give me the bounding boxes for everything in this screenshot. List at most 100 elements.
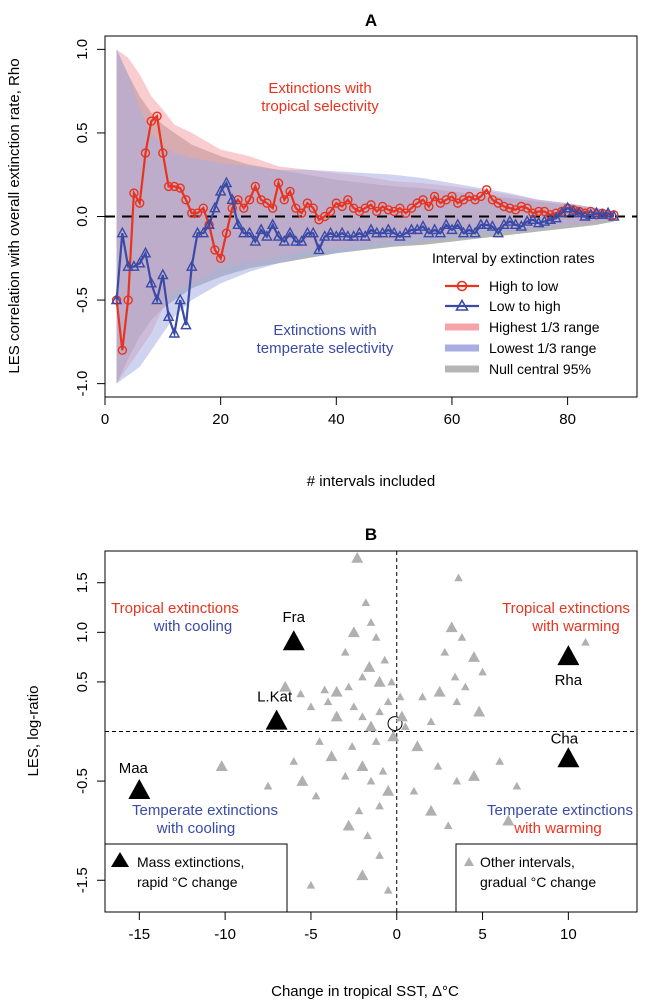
other-interval-point: [356, 760, 369, 772]
origin-marker: [387, 716, 403, 732]
data-point: [110, 293, 123, 305]
other-interval-point: [409, 786, 419, 795]
other-interval-point: [433, 761, 443, 770]
other-interval-point: [215, 760, 228, 772]
data-point: [567, 205, 580, 216]
data-point: [406, 203, 417, 213]
data-point: [308, 203, 318, 213]
data-point: [267, 203, 278, 213]
data-point: [221, 228, 232, 238]
y-tick-label: 1.5: [74, 572, 91, 593]
data-point: [158, 148, 168, 158]
panel-b-mass-points: Fra L.Kat Maa Rha Cha: [119, 609, 583, 800]
data-point: [383, 205, 394, 215]
other-interval-point: [325, 750, 338, 762]
data-point: [400, 208, 411, 218]
other-interval-point: [512, 781, 522, 790]
data-point: [239, 203, 249, 213]
data-point: [278, 235, 291, 246]
data-point: [515, 220, 528, 231]
legend-other-line-1: Other intervals,: [480, 854, 575, 870]
other-interval-point: [340, 771, 350, 780]
other-interval-point: [344, 682, 353, 691]
other-interval-point: [306, 880, 316, 889]
data-point: [382, 223, 395, 235]
data-point: [157, 268, 169, 280]
y-tick-label: 1.0: [74, 622, 91, 643]
legend-label: Null central 95%: [489, 361, 591, 377]
annotation-tropical-line-1: Extinctions with: [268, 80, 371, 97]
data-point: [342, 230, 354, 241]
data-point: [261, 230, 273, 241]
x-tick-label: 80: [559, 411, 576, 428]
data-point: [243, 226, 256, 238]
x-tick-label: -5: [304, 926, 317, 943]
other-interval-point: [387, 730, 400, 742]
data-point: [353, 226, 366, 238]
data-point: [187, 208, 197, 218]
legend-item-low-to-high: Low to high: [445, 298, 561, 314]
data-point: [533, 206, 544, 217]
data-point: [446, 223, 458, 235]
other-interval-point: [450, 672, 460, 681]
quadrant-br-line-2: with warming: [513, 820, 602, 837]
data-point: [556, 206, 568, 218]
data-point: [152, 111, 162, 121]
data-point: [417, 220, 429, 231]
other-interval-point: [375, 801, 384, 810]
other-interval-point: [365, 720, 377, 732]
data-point: [233, 195, 243, 205]
other-interval-point: [382, 785, 395, 796]
other-interval-point: [473, 705, 486, 717]
data-point: [429, 191, 440, 202]
data-point: [163, 181, 174, 192]
x-tick-label: 0: [101, 411, 109, 428]
data-point: [343, 195, 353, 205]
panel-b-y-label: LES, log-ratio: [25, 686, 42, 777]
series-low-to-high: [110, 176, 620, 338]
data-point: [451, 218, 464, 230]
other-interval-point: [311, 791, 321, 800]
data-point: [505, 203, 515, 213]
legend-label: High to low: [489, 278, 559, 294]
data-point: [273, 178, 284, 188]
data-point: [372, 206, 382, 217]
data-point: [116, 226, 129, 238]
gray-triangle-icon: [464, 857, 474, 866]
mass-extinction-label: L.Kat: [257, 689, 293, 706]
other-interval-point: [279, 680, 292, 692]
data-point: [295, 235, 308, 246]
other-interval-point: [315, 737, 324, 745]
data-point: [447, 191, 457, 202]
circle-marker-icon: [456, 280, 468, 292]
quadrant-br-line-1: Temperate extinctions: [487, 802, 633, 819]
panel-a-x-axis: 0 20 40 60 80: [101, 397, 576, 428]
data-point: [198, 203, 209, 213]
x-tick-label: 40: [328, 411, 345, 428]
y-tick-label: 0.5: [74, 671, 91, 692]
x-tick-label: -15: [128, 926, 150, 943]
data-point: [573, 206, 585, 218]
mass-extinction-point: [282, 630, 305, 651]
other-interval-point: [358, 672, 367, 681]
data-point: [191, 226, 204, 238]
other-interval-point: [330, 685, 343, 697]
other-interval-point: [363, 661, 376, 672]
panel-a-legend: Interval by extinction rates High to low…: [432, 250, 600, 377]
data-point: [214, 184, 227, 196]
data-point: [371, 226, 383, 238]
x-tick-label: 60: [444, 411, 461, 428]
data-point: [302, 198, 313, 208]
other-interval-point: [461, 682, 470, 691]
data-point: [550, 211, 562, 223]
panel-a-x-label: # intervals included: [307, 473, 435, 490]
panel-b-other-points: [215, 551, 590, 894]
y-tick-label: -0.5: [74, 768, 91, 794]
other-interval-point: [383, 697, 393, 706]
data-point: [266, 218, 279, 230]
data-point: [336, 226, 348, 238]
quadrant-bl-line-1: Temperate extinctions: [132, 802, 278, 819]
data-point: [232, 218, 244, 230]
data-point: [244, 195, 255, 205]
